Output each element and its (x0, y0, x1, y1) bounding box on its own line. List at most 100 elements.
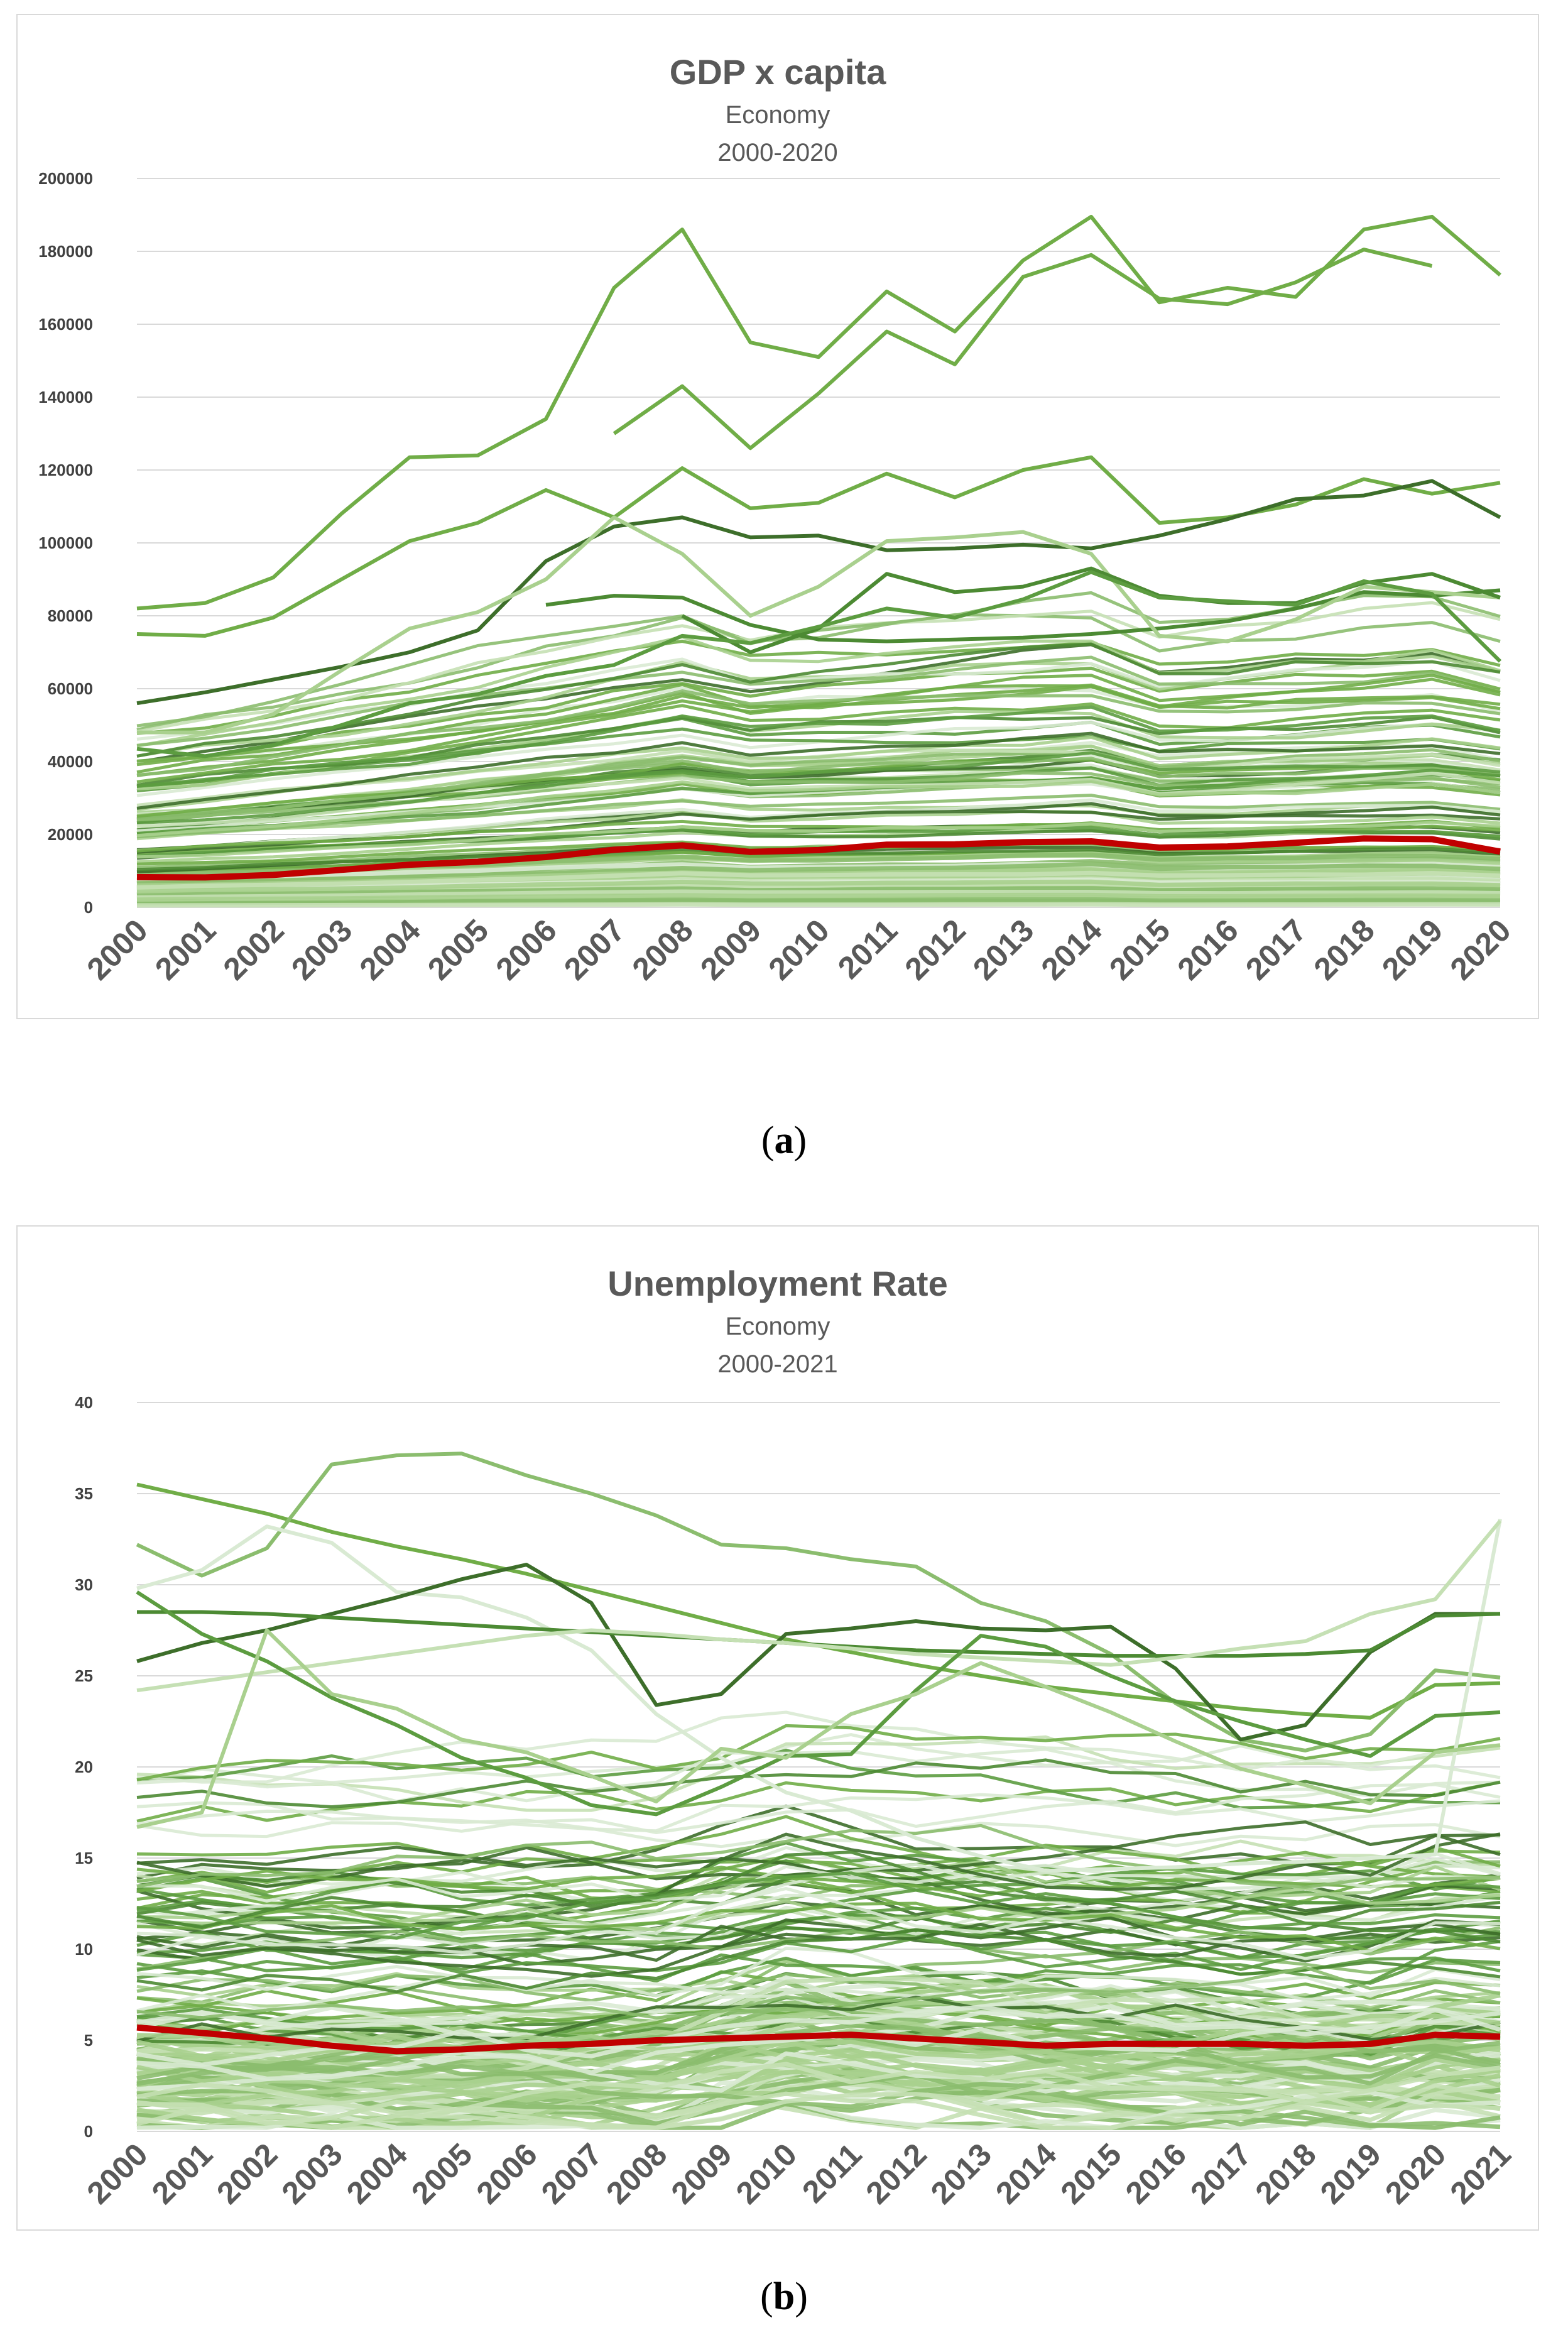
y-tick-label: 160000 (38, 315, 93, 334)
x-tick-label: 2017 (1239, 912, 1313, 987)
x-tick-label: 2009 (665, 2136, 739, 2211)
x-tick-label: 2011 (831, 912, 904, 985)
x-tick-label: 2012 (898, 912, 972, 987)
x-tick-label: 2006 (489, 912, 564, 987)
country-series-line (136, 794, 1501, 838)
y-tick-label: 60000 (48, 679, 93, 698)
x-tick-label: 2004 (353, 912, 427, 987)
x-tick-label: 2005 (405, 2136, 479, 2211)
country-series-line (136, 772, 1501, 828)
y-tick-label: 15 (75, 1849, 93, 1867)
x-tick-label: 2004 (340, 2136, 414, 2211)
country-series-line (136, 886, 1501, 897)
country-series-line (136, 2004, 1501, 2051)
y-tick-label: 10 (75, 1940, 93, 1959)
country-series-line (136, 2003, 1501, 2074)
y-tick-label: 80000 (48, 606, 93, 625)
country-series-line (136, 686, 1501, 764)
series-line-s4 (136, 479, 1501, 706)
caption-a: (a) (761, 1119, 807, 1162)
country-series-line (136, 1841, 1501, 1910)
country-series-line (136, 1809, 1501, 1849)
x-tick-label: 2017 (1184, 2136, 1258, 2211)
y-tick-label: 20 (75, 1758, 93, 1776)
country-series-line (136, 1865, 1501, 1903)
country-series-line (136, 1996, 1501, 2043)
x-tick-label: 2011 (795, 2136, 868, 2209)
x-tick-label: 2003 (275, 2136, 349, 2211)
country-series-line (136, 655, 1501, 747)
series-line-s1 (136, 214, 1501, 611)
country-series-line (136, 1871, 1501, 1940)
gdp-chart: GDP x capita Economy 2000-2020 0 20000 40000 6… (38, 52, 1518, 987)
x-tick-label: 2020 (1378, 2136, 1452, 2211)
country-series-line (136, 2039, 1501, 2103)
country-series-line (136, 1977, 1501, 2042)
country-series-line (136, 640, 1501, 735)
country-series-line (136, 1928, 1501, 1994)
country-series-line (136, 1710, 1501, 1784)
series-line-s5 (137, 1610, 1501, 1658)
series-group (136, 214, 1502, 908)
x-tick-label: 2015 (1102, 912, 1177, 987)
country-series-line (136, 1913, 1501, 1976)
country-series-line (136, 1823, 1501, 1889)
x-tick-label: 2001 (148, 912, 222, 987)
chart-period: 2000-2021 (717, 1350, 837, 1378)
x-tick-label: 2002 (217, 912, 291, 987)
country-series-line (136, 902, 1501, 908)
x-tick-label: 2003 (285, 912, 359, 987)
country-series-line (136, 1919, 1501, 1975)
x-tick-label: 2014 (989, 2136, 1063, 2211)
country-series-line (136, 1804, 1501, 1880)
country-series-line (136, 642, 1501, 758)
series-line-s2 (136, 1452, 1501, 1752)
series-line-s1 (136, 1482, 1501, 1720)
gdp-chart-panel: GDP x capita Economy 2000-2020 0 20000 40000 6… (16, 14, 1539, 1019)
series-line-s6 (137, 515, 1501, 735)
x-tick-label: 2008 (626, 912, 700, 987)
country-series-line (136, 1783, 1501, 1839)
chart-subtitle: Economy (726, 101, 830, 129)
country-series-line (136, 1887, 1501, 1960)
x-tick-label: 2006 (470, 2136, 544, 2211)
country-series-line (136, 2083, 1501, 2130)
average-series-line (136, 2024, 1501, 2055)
caption-b: (b) (760, 2275, 808, 2318)
x-tick-label: 2019 (1314, 2136, 1388, 2211)
y-tick-label: 20000 (48, 825, 93, 844)
country-series-line (136, 731, 1501, 810)
series-line-s8 (136, 570, 1502, 758)
x-tick-label: 2013 (924, 2136, 998, 2211)
country-series-line (136, 892, 1501, 902)
y-tick-label: 0 (84, 2122, 93, 2141)
x-tick-label: 2018 (1307, 912, 1381, 987)
x-tick-label: 2010 (762, 912, 836, 987)
chart-title: GDP x capita (670, 52, 886, 92)
country-series-line (136, 2062, 1501, 2115)
x-tick-label: 2007 (557, 912, 631, 987)
y-tick-label: 40 (75, 1393, 93, 1412)
y-tick-label: 40000 (48, 752, 93, 771)
series-line-s7 (136, 1590, 1501, 1817)
country-series-line (136, 1959, 1501, 2009)
x-tick-label: 2010 (729, 2136, 803, 2211)
country-series-line (136, 1965, 1501, 2002)
y-tick-label: 180000 (38, 242, 93, 261)
country-series-line (136, 798, 1501, 841)
country-series-line (136, 1874, 1501, 1941)
country-series-line (136, 1946, 1501, 2013)
country-series-line (136, 1857, 1501, 1930)
country-series-line (136, 643, 1501, 764)
x-tick-label: 2015 (1054, 2136, 1128, 2211)
y-tick-label: 100000 (38, 533, 93, 552)
y-tick-label: 25 (75, 1666, 93, 1685)
x-tick-label: 2021 (1444, 2136, 1518, 2211)
x-tick-label: 2013 (966, 912, 1040, 987)
chart-subtitle: Economy (726, 1313, 830, 1340)
x-tick-label: 2005 (421, 912, 495, 987)
chart-period: 2000-2020 (717, 139, 837, 167)
x-tick-label: 2000 (80, 912, 155, 987)
x-tick-label: 2001 (145, 2136, 219, 2211)
y-tick-label: 30 (75, 1575, 93, 1594)
